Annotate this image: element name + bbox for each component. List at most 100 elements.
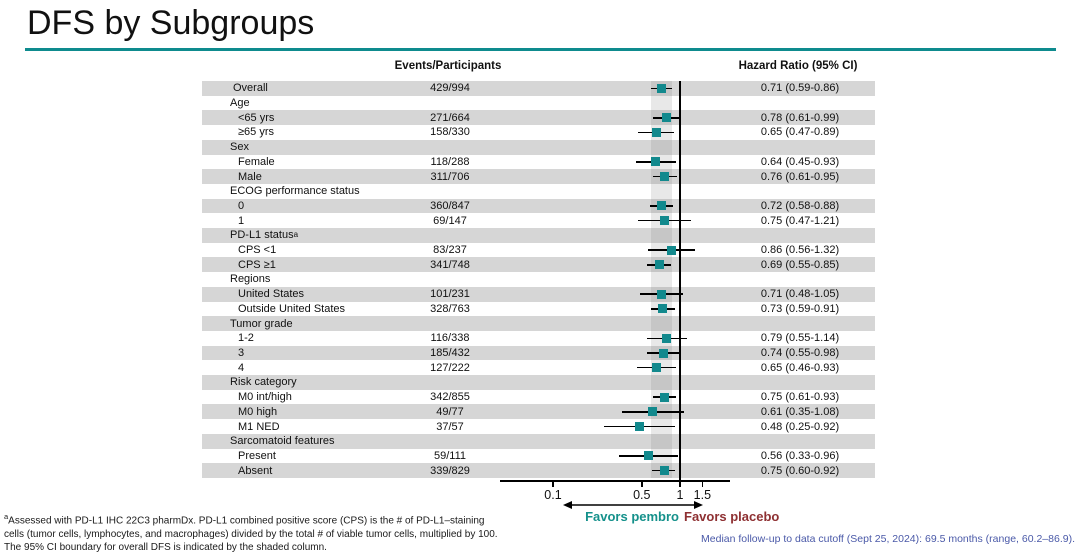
hazard-ratio-value: 0.71 (0.59-0.86)	[760, 82, 840, 95]
hazard-ratio-value: 0.48 (0.25-0.92)	[760, 420, 840, 433]
subgroup-row: Present 59/111 0.56 (0.33-0.96)	[202, 449, 875, 464]
subgroup-label: 4	[238, 361, 245, 374]
subgroup-row: CPS <1 83/237 0.86 (0.56-1.32)	[202, 243, 875, 258]
subgroup-label: Sarcomatoid features	[230, 435, 335, 448]
subgroup-label: CPS ≥1	[238, 258, 276, 271]
subgroup-label: Present	[238, 449, 276, 462]
x-axis-tick-label: 1	[676, 488, 684, 502]
events-participants-value: 341/748	[430, 258, 470, 271]
hazard-ratio-value: 0.78 (0.61-0.99)	[760, 111, 840, 124]
hazard-ratio-value: 0.74 (0.55-0.98)	[760, 347, 840, 359]
events-participants-value: 339/829	[430, 464, 470, 477]
events-participants-value: 360/847	[430, 199, 470, 212]
hr-point-marker	[635, 422, 645, 432]
subgroup-row: M1 NED 37/57 0.48 (0.25-0.92)	[202, 419, 875, 434]
events-participants-value: 118/288	[430, 155, 470, 168]
subgroup-label: M1 NED	[238, 420, 280, 433]
subgroup-row: M0 high 49/77 0.61 (0.35-1.08)	[202, 404, 875, 420]
subgroup-label: Age	[230, 97, 250, 110]
page-title: DFS by Subgroups	[27, 4, 315, 42]
hr-point-marker	[656, 83, 666, 93]
hr-point-marker	[659, 466, 669, 476]
hazard-ratio-value: 0.64 (0.45-0.93)	[760, 155, 840, 168]
x-axis-tick	[552, 481, 554, 487]
subgroup-label: ECOG performance status	[230, 185, 360, 198]
events-participants-value: 59/111	[433, 449, 466, 462]
x-axis-tick	[641, 481, 643, 487]
events-participants-value: 328/763	[430, 302, 470, 315]
hazard-ratio-value: 0.65 (0.46-0.93)	[760, 361, 840, 374]
subgroup-label: 1	[238, 214, 245, 227]
hr-point-marker	[661, 113, 671, 123]
reference-line-hr-1	[679, 81, 682, 487]
title-accent-rule	[25, 48, 1056, 51]
hr-point-marker	[662, 333, 672, 343]
subgroup-row: 1-2 116/338 0.79 (0.55-1.14)	[202, 331, 875, 346]
events-participants-value: 101/231	[430, 288, 470, 301]
subgroup-row: 0 360/847 0.72 (0.58-0.88)	[202, 198, 875, 214]
subgroup-row: Outside United States 328/763 0.73 (0.59-0…	[202, 302, 875, 317]
subgroup-category-row: ECOG performance status	[202, 184, 875, 199]
x-axis-tick-label: 0.5	[633, 488, 651, 502]
subgroup-category-row: Risk category	[202, 375, 875, 390]
subgroup-label: 3	[238, 347, 245, 359]
column-header-hazard-ratio: Hazard Ratio (95% CI)	[738, 60, 858, 72]
x-axis-tick	[679, 481, 681, 487]
subgroup-label: <65 yrs	[238, 111, 275, 124]
x-axis-tick-label: 1.5	[693, 488, 712, 502]
hr-point-marker	[659, 216, 669, 226]
footnote-line: The 95% CI boundary for overall DFS is i…	[4, 542, 327, 554]
subgroup-label: Overall	[233, 82, 268, 95]
footnote-line: cells (tumor cells, lymphocytes, and mac…	[4, 528, 498, 540]
x-axis-tick-label: 0.1	[544, 488, 562, 502]
hazard-ratio-value: 0.72 (0.58-0.88)	[760, 199, 840, 212]
subgroup-label: Tumor grade	[230, 317, 293, 330]
hazard-ratio-value: 0.56 (0.33-0.96)	[760, 449, 840, 462]
subgroup-row: 3 185/432 0.74 (0.55-0.98)	[202, 345, 875, 361]
subgroup-category-row: PD-L1 status a	[202, 228, 875, 243]
hr-point-marker	[657, 201, 667, 211]
footnote: aAssessed with PD-L1 IHC 22C3 pharmDx. P…	[4, 510, 498, 555]
hr-point-marker	[651, 127, 661, 137]
hr-point-marker	[643, 451, 653, 461]
events-participants-value: 116/338	[430, 332, 470, 345]
hazard-ratio-value: 0.76 (0.61-0.95)	[760, 170, 840, 183]
subgroup-label: CPS <1	[238, 244, 277, 257]
hr-point-marker	[658, 304, 668, 314]
subgroup-row: United States 101/231 0.71 (0.48-1.05)	[202, 286, 875, 302]
hr-point-marker	[667, 245, 677, 255]
subgroup-row: 1 69/147 0.75 (0.47-1.21)	[202, 213, 875, 228]
hr-point-marker	[651, 363, 661, 373]
events-participants-value: 83/237	[433, 244, 467, 257]
subgroup-label: Absent	[238, 464, 273, 477]
subgroup-row: 4 127/222 0.65 (0.46-0.93)	[202, 360, 875, 375]
subgroup-row: <65 yrs 271/664 0.78 (0.61-0.99)	[202, 110, 875, 126]
subgroup-category-row: Tumor grade	[202, 316, 875, 331]
subgroup-label: ≥65 yrs	[238, 126, 274, 139]
subgroup-label: Female	[238, 155, 275, 168]
hazard-ratio-value: 0.75 (0.61-0.93)	[760, 391, 840, 404]
subgroup-row: Overall 429/994 0.71 (0.59-0.86)	[202, 81, 875, 96]
events-participants-value: 49/77	[436, 405, 464, 418]
subgroup-label: Male	[238, 170, 262, 183]
events-participants-value: 429/994	[430, 82, 470, 95]
hr-point-marker	[655, 260, 665, 270]
subgroup-row: ≥65 yrs 158/330 0.65 (0.47-0.89)	[202, 125, 875, 140]
subgroup-category-row: Age	[202, 96, 875, 111]
subgroup-category-row: Sarcomatoid features	[202, 433, 875, 449]
subgroup-label: Regions	[230, 273, 271, 286]
hazard-ratio-value: 0.65 (0.47-0.89)	[760, 126, 840, 139]
x-axis-tick	[701, 481, 704, 487]
subgroup-label: 1-2	[238, 332, 254, 345]
hr-point-marker	[648, 407, 658, 417]
favors-double-arrow-icon	[563, 501, 703, 509]
favors-pembro-label: Favors pembro	[585, 509, 679, 524]
subgroup-label: PD-L1 status a	[230, 229, 299, 242]
subgroup-row: CPS ≥1 341/748 0.69 (0.55-0.85)	[202, 257, 875, 273]
subgroup-row: Male 311/706 0.76 (0.61-0.95)	[202, 169, 875, 184]
subgroup-category-row: Sex	[202, 139, 875, 155]
subgroup-label: M0 int/high	[238, 391, 292, 404]
events-participants-value: 342/855	[430, 391, 470, 404]
subgroup-label: United States	[238, 288, 305, 301]
